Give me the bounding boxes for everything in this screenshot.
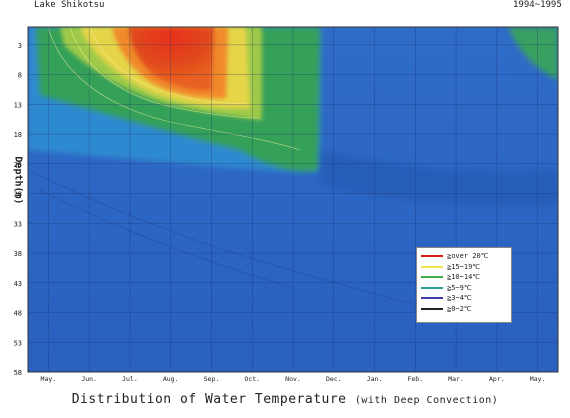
legend-swatch: [421, 297, 443, 300]
y-tick-label: 13: [14, 101, 22, 109]
zone-deep-winter: [320, 150, 558, 207]
x-tick-label: Dec.: [326, 375, 342, 383]
y-tick-label: 18: [14, 131, 22, 139]
x-tick-label: Sep.: [204, 375, 220, 383]
legend-item: ≧10~14℃: [421, 272, 507, 283]
legend-item: ≧5~9℃: [421, 283, 507, 294]
legend-swatch: [421, 265, 443, 268]
period-label: 1994~1995: [513, 0, 562, 10]
legend: ≧over 20℃ ≧15~19℃ ≧10~14℃ ≧5~9℃ ≧3~4℃ ≧0~2℃: [416, 247, 512, 323]
legend-swatch: [421, 255, 443, 258]
x-tick-label: Jan.: [367, 375, 383, 383]
x-tick-label: Aug.: [163, 375, 179, 383]
legend-swatch: [421, 307, 443, 310]
y-tick-label: 33: [14, 220, 22, 228]
legend-item: ≧over 20℃: [421, 251, 507, 262]
x-tick-label: Jun.: [81, 375, 97, 383]
lake-name: Lake Shikotsu: [34, 0, 105, 10]
contour-lines: [47, 27, 301, 151]
x-tick-label: Apr.: [489, 375, 505, 383]
y-axis-label: Depth(m): [12, 156, 24, 205]
y-tick-label: 58: [14, 369, 22, 377]
legend-label: ≧3~4℃: [447, 294, 472, 303]
plot-border: [27, 26, 559, 373]
legend-label: ≧over 20℃: [447, 252, 489, 261]
x-tick-labels: May. Jun. Jul. Aug. Sep. Oct. Nov. Dec. Jan. Feb.…: [41, 375, 546, 383]
x-tick-label: May.: [41, 375, 57, 383]
y-tick-label: 53: [14, 339, 22, 347]
legend-item: ≧0~2℃: [421, 304, 507, 315]
x-tick-label: Mar.: [448, 375, 464, 383]
legend-label: ≧10~14℃: [447, 273, 481, 282]
x-tick-label: May.: [530, 375, 546, 383]
chart-title: Distribution of Water Temperature (with …: [0, 392, 570, 407]
y-tick-label: 3: [18, 42, 22, 50]
legend-label: ≧15~19℃: [447, 262, 481, 271]
y-tick-label: 23: [14, 161, 22, 169]
y-tick-label: 48: [14, 310, 22, 318]
legend-label: ≧5~9℃: [447, 283, 472, 292]
deep-contours: [28, 169, 471, 321]
legend-item: ≧15~19℃: [421, 262, 507, 273]
x-tick-label: Nov.: [285, 375, 301, 383]
legend-item: ≧3~4℃: [421, 293, 507, 304]
y-tick-label: 28: [14, 191, 22, 199]
zone-spring-warm: [508, 27, 558, 80]
chart-subtitle: (with Deep Convection): [354, 395, 499, 406]
y-tick-label: 43: [14, 280, 22, 288]
x-tick-label: Oct.: [244, 375, 260, 383]
x-tick-label: Jul.: [122, 375, 138, 383]
y-tick-label: 8: [18, 72, 22, 80]
chart-title-main: Distribution of Water Temperature: [71, 392, 347, 407]
legend-label: ≧0~2℃: [447, 304, 472, 313]
legend-swatch: [421, 286, 443, 289]
x-tick-label: Feb.: [407, 375, 423, 383]
legend-swatch: [421, 276, 443, 279]
y-tick-label: 38: [14, 250, 22, 258]
